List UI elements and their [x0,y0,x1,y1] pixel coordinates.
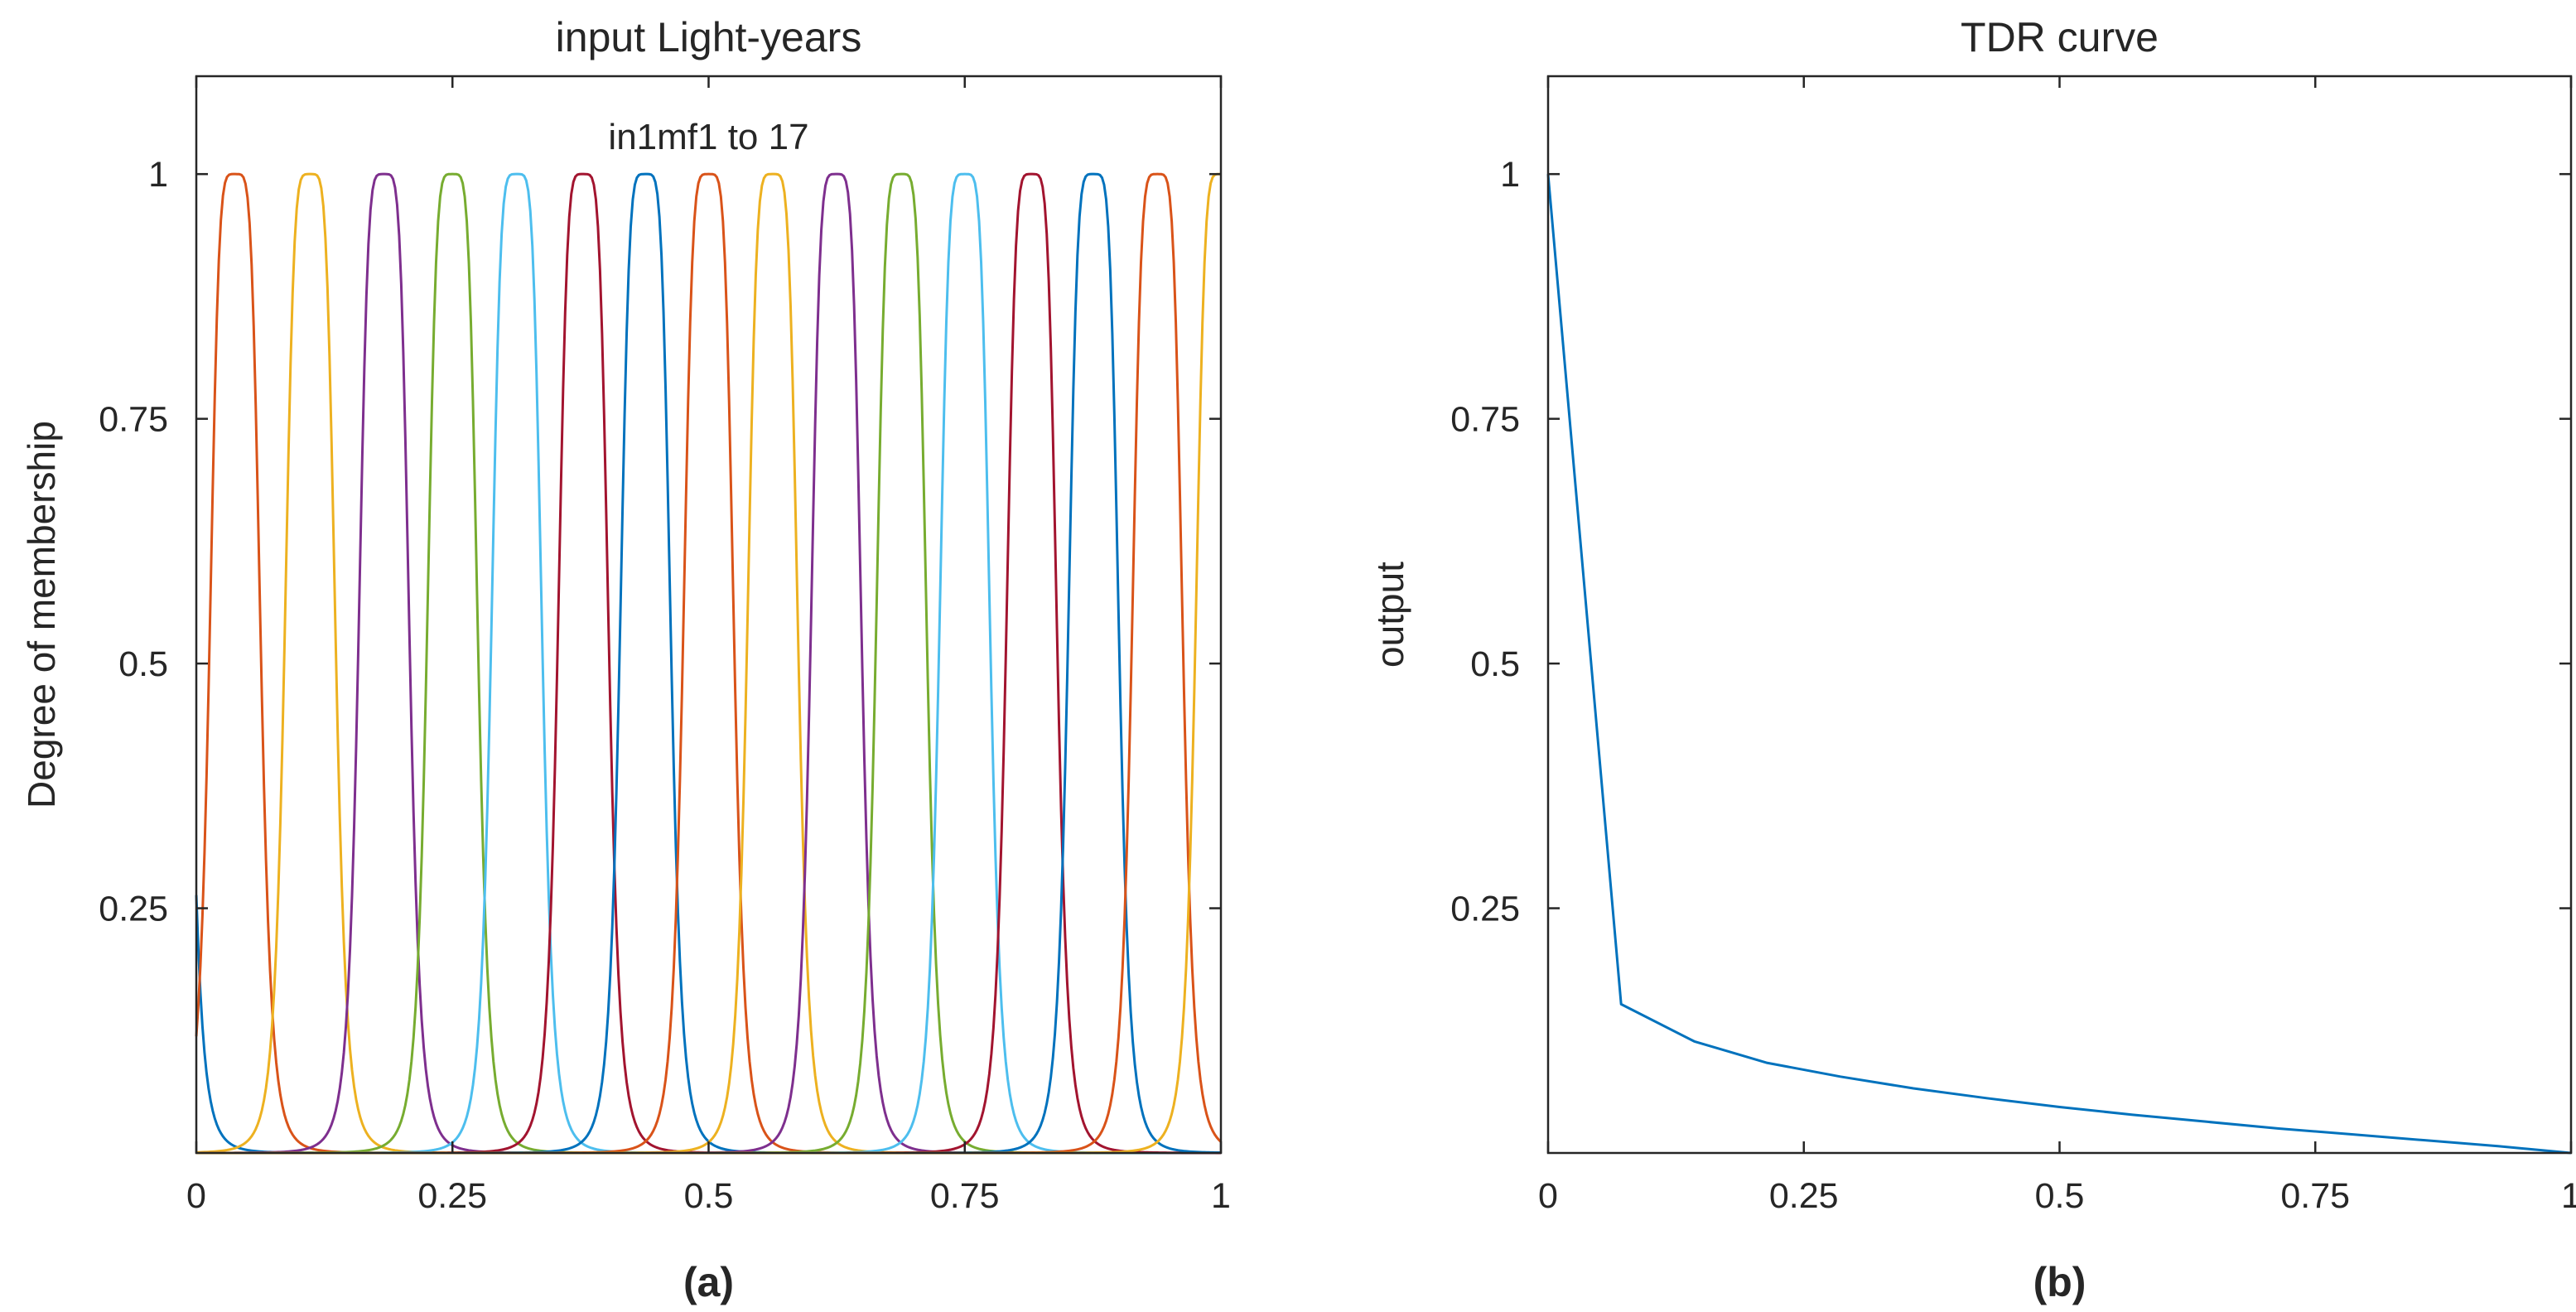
chart-a-panel-label: (a) [683,1259,734,1305]
chart-a-y-tick-label: 1 [148,155,168,195]
chart-a-annotation: in1mf1 to 17 [608,117,808,157]
chart-a-y-axis-title: Degree of membership [20,421,63,808]
chart-a-x-tick-label: 0.75 [930,1176,1000,1216]
chart-a-ticks: 0 0.25 0.5 0.75 1 0.25 0.5 0.75 1 [99,76,1231,1216]
chart-b-y-tick-label: 1 [1500,155,1520,195]
chart-a-x-tick-label: 0.25 [417,1176,487,1216]
chart-b-panel-label: (b) [2033,1259,2086,1305]
chart-b-x-tick-label: 0.5 [2035,1176,2085,1216]
chart-b-x-tick-label: 1 [2561,1176,2576,1216]
chart-a-x-tick-label: 1 [1211,1176,1231,1216]
chart-b-axes-box [1546,75,2573,1155]
series-line-tdr-curve [1546,174,2572,1155]
chart-b-y-axis-title: output [1368,562,1411,668]
chart-b-y-tick-label: 0.75 [1450,400,1520,440]
chart-a-axes-box [195,75,1223,1155]
chart-b-series-group [1546,174,2572,1155]
chart-b: TDR curve output (b) 0 0.25 0.5 0.75 1 0.25 0.… [1368,14,2576,1305]
chart-b-x-tick-label: 0.75 [2280,1176,2350,1216]
chart-a-x-tick-label: 0.5 [684,1176,734,1216]
chart-a-title: input Light-years [556,14,862,60]
chart-b-x-tick-label: 0.25 [1769,1176,1839,1216]
chart-a: input Light-years in1mf1 to 17 Degree of… [20,14,1231,1305]
chart-a-y-tick-label: 0.25 [99,890,168,929]
chart-b-y-tick-label: 0.5 [1470,644,1520,684]
chart-b-x-tick-label: 0 [1538,1176,1558,1216]
chart-a-y-tick-label: 0.5 [118,644,168,684]
chart-b-ticks: 0 0.25 0.5 0.75 1 0.25 0.5 0.75 1 [1450,76,2576,1216]
chart-a-x-tick-label: 0 [186,1176,206,1216]
chart-a-y-tick-label: 0.75 [99,400,168,440]
chart-b-y-tick-label: 0.25 [1450,890,1520,929]
chart-b-title: TDR curve [1961,14,2159,60]
